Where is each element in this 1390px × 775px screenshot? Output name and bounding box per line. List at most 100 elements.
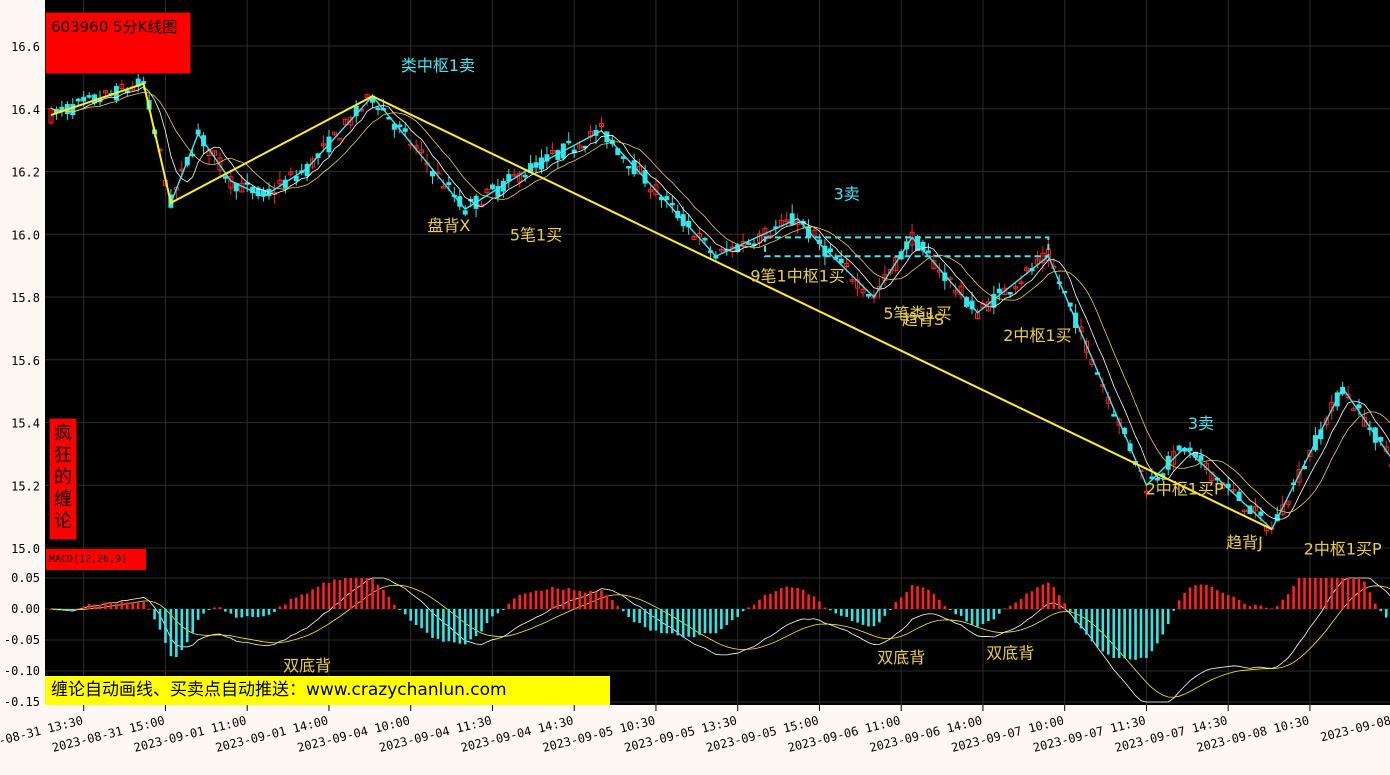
macd-bar [1308, 578, 1312, 609]
macd-tick-label: 0.00 [11, 602, 40, 616]
macd-bar [1237, 599, 1241, 609]
price-tick-label: 15.6 [11, 354, 40, 368]
macd-bar [899, 597, 903, 609]
macd-bar [562, 590, 565, 609]
price-tick-label: 15.4 [11, 417, 40, 431]
macd-bar [583, 592, 587, 609]
macd-bar [453, 609, 456, 643]
macd-bar [284, 604, 287, 609]
macd-bar [1074, 609, 1077, 623]
candle-body [1013, 286, 1019, 289]
macd-bar [235, 609, 238, 618]
chart-title: 603960 5分K线图 [45, 12, 191, 74]
signal-label: 2中枢1买 [1003, 326, 1071, 345]
candle-body [1242, 509, 1248, 512]
candle-body [310, 158, 316, 168]
candle-body [1231, 489, 1237, 492]
macd-bar [741, 609, 745, 612]
macd-bar [1368, 592, 1372, 609]
macd-bar [447, 609, 451, 642]
macd-bar [1166, 609, 1170, 625]
signal-label: 5笔1买 [510, 226, 562, 245]
macd-bar [572, 590, 576, 609]
macd-bar [202, 609, 205, 614]
macd-bar [861, 609, 865, 625]
macd-indicator-label[interactable]: MACD(12,26,9) [46, 549, 146, 570]
macd-bar [872, 609, 876, 627]
candle-body [1307, 450, 1313, 457]
candle-body [795, 221, 801, 226]
macd-bar [1374, 603, 1377, 609]
candle-body [511, 174, 517, 177]
macd-bar [398, 609, 402, 610]
macd-bar [616, 606, 620, 609]
macd-bar [1063, 603, 1066, 609]
macd-bar [818, 601, 821, 609]
candle-body [353, 105, 359, 116]
macd-bar [774, 591, 778, 609]
macd-bar [1107, 609, 1110, 655]
macd-bar [856, 609, 859, 623]
macd-bar [344, 578, 347, 609]
macd-bar [1335, 578, 1339, 609]
candle-body [277, 179, 283, 185]
candle-body [577, 144, 583, 149]
macd-bar [567, 587, 571, 609]
macd-bar [660, 609, 663, 634]
candle-body [75, 98, 81, 102]
candle-body [522, 174, 528, 178]
candle-body [484, 188, 490, 193]
macd-bar [1232, 596, 1235, 609]
candle-body [348, 117, 354, 126]
macd-bar [943, 606, 947, 609]
candle-body [1094, 372, 1100, 375]
macd-bar [333, 579, 336, 609]
macd-bar [834, 609, 838, 614]
macd-bar [360, 578, 363, 609]
macd-bar [621, 609, 625, 612]
macd-signal-label: 双底背 [283, 656, 331, 675]
candle-body [391, 123, 397, 130]
macd-bar [839, 609, 843, 616]
macd-bar [1019, 599, 1023, 609]
candle-body [375, 107, 381, 111]
candle-body [1176, 445, 1182, 451]
candle-body [212, 150, 217, 156]
macd-bar [1210, 587, 1214, 609]
macd-bar [1003, 608, 1007, 610]
macd-bar [589, 590, 592, 609]
candle-body [855, 279, 861, 289]
macd-bar [409, 609, 412, 621]
macd-bar [600, 590, 603, 609]
signal-label: 5笔类1买 [883, 304, 951, 323]
macd-bar [611, 599, 614, 609]
macd-bar [692, 609, 696, 638]
price-tick-label: 15.2 [11, 479, 40, 493]
macd-bar [512, 598, 516, 609]
macd-bar [823, 607, 827, 609]
macd-bar [671, 609, 674, 634]
macd-bar [1221, 592, 1225, 609]
macd-bar [349, 578, 353, 609]
candle-body [430, 171, 435, 177]
price-tick-label: 15.8 [11, 291, 40, 305]
macd-bar [551, 586, 554, 609]
candle-body [1280, 504, 1286, 516]
macd-bar [1096, 609, 1099, 648]
candle-body [1285, 500, 1291, 505]
macd-bar [115, 603, 118, 609]
macd-bar [1036, 587, 1039, 609]
macd-bar [1363, 581, 1366, 609]
promo-banner[interactable]: 缠论自动画线、买卖点自动推送：www.crazychanlun.com [45, 676, 610, 705]
candle-body [893, 257, 899, 271]
macd-bar [1188, 587, 1192, 609]
candle-body [70, 104, 76, 116]
candle-body [1018, 281, 1024, 284]
macd-bar [556, 588, 560, 609]
candle-body [1323, 418, 1329, 425]
macd-bar [316, 586, 320, 609]
macd-bar [267, 609, 271, 615]
macd-bar [87, 603, 91, 609]
macd-bar [1199, 584, 1203, 609]
